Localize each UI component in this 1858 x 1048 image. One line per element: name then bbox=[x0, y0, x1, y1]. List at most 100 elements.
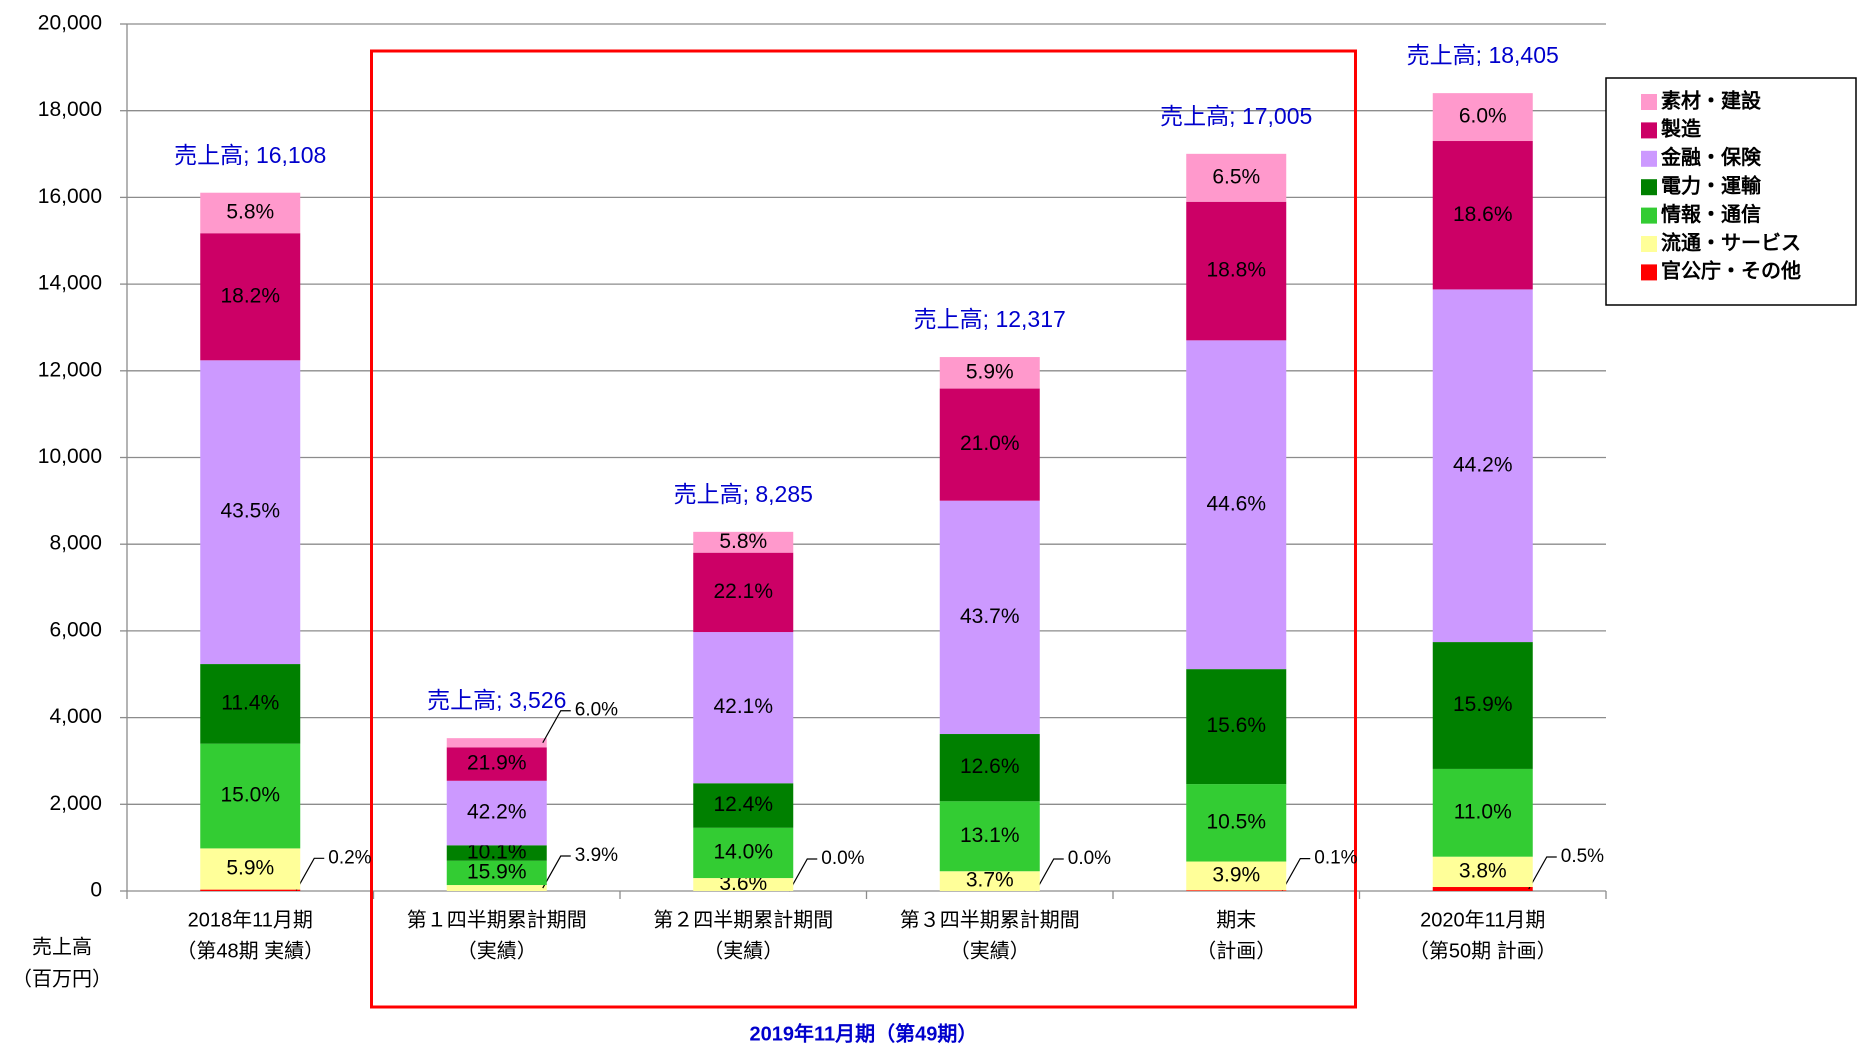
total-label: 売上高; 3,526 bbox=[427, 687, 566, 713]
bar-segment bbox=[693, 531, 794, 553]
bar-segment bbox=[1186, 153, 1287, 202]
data-label: 18.2% bbox=[220, 284, 280, 307]
data-label: 6.0% bbox=[575, 700, 618, 721]
callout-line bbox=[1035, 858, 1064, 892]
bar-segment bbox=[200, 848, 301, 890]
callout-line bbox=[788, 858, 818, 892]
legend-swatch bbox=[1641, 150, 1657, 167]
data-label: 3.9% bbox=[1212, 863, 1260, 886]
data-label: 11.4% bbox=[221, 691, 279, 714]
x-tick-label: 第３四半期累計期間 bbox=[900, 908, 1080, 931]
x-tick-label: （実績） bbox=[703, 939, 783, 962]
legend-swatch bbox=[1641, 94, 1657, 110]
bracket-box bbox=[370, 49, 1357, 1009]
legend-label: 製造 bbox=[1661, 117, 1702, 141]
data-label: 10.1% bbox=[467, 841, 527, 864]
y-tick-label: 2,000 bbox=[49, 792, 102, 815]
y-tick-label: 10,000 bbox=[38, 445, 102, 468]
bar-segment bbox=[1186, 784, 1287, 862]
data-label: 13.1% bbox=[960, 824, 1020, 847]
callout-line bbox=[542, 855, 571, 889]
bar-segment bbox=[1186, 340, 1287, 670]
y-tick-label: 8,000 bbox=[49, 532, 102, 555]
data-label: 15.0% bbox=[220, 784, 280, 807]
data-label: 43.7% bbox=[960, 605, 1020, 628]
legend-label: 情報・通信 bbox=[1661, 202, 1761, 226]
y-tick-label: 16,000 bbox=[38, 185, 102, 208]
total-label: 売上高; 18,405 bbox=[1407, 42, 1559, 68]
y-tick-label: 0 bbox=[90, 879, 102, 902]
bar-segment bbox=[693, 878, 794, 891]
bar-segment bbox=[1432, 887, 1533, 891]
bar-segment bbox=[446, 885, 547, 891]
bar-segment bbox=[200, 192, 301, 234]
bar-segment bbox=[200, 360, 301, 665]
data-label: 21.9% bbox=[467, 752, 527, 775]
data-label: 0.1% bbox=[1314, 848, 1357, 869]
data-label: 0.2% bbox=[328, 847, 371, 868]
legend-label: 官公庁・その他 bbox=[1661, 259, 1801, 283]
bar-segment bbox=[446, 780, 547, 846]
legend-swatch bbox=[1641, 179, 1657, 196]
legend-swatch bbox=[1641, 236, 1657, 252]
bar-segment bbox=[1432, 856, 1533, 888]
bar-segment bbox=[939, 801, 1040, 872]
data-label: 5.9% bbox=[226, 857, 274, 880]
data-label: 15.6% bbox=[1206, 714, 1266, 737]
data-label: 0.5% bbox=[1561, 846, 1604, 867]
data-label: 43.5% bbox=[220, 500, 280, 523]
data-label: 0.0% bbox=[1068, 848, 1111, 869]
callout-line bbox=[1528, 856, 1557, 890]
legend-swatch bbox=[1641, 207, 1657, 224]
y-tick-label: 20,000 bbox=[38, 12, 102, 35]
legend-label: 流通・サービス bbox=[1661, 230, 1801, 254]
bar-segment bbox=[1432, 768, 1533, 857]
data-label: 10.5% bbox=[1206, 810, 1266, 833]
data-label: 5.9% bbox=[966, 360, 1014, 383]
data-label: 22.1% bbox=[713, 580, 773, 603]
data-label: 5.8% bbox=[719, 530, 767, 553]
x-tick-label: 第２四半期累計期間 bbox=[653, 908, 833, 931]
x-tick-label: 第１四半期累計期間 bbox=[407, 908, 587, 931]
bar-segment bbox=[693, 783, 794, 828]
x-tick-label: （実績） bbox=[950, 939, 1030, 962]
legend-label: 電力・運輸 bbox=[1661, 173, 1762, 197]
bar-segment bbox=[939, 871, 1040, 891]
bar-segment bbox=[693, 827, 794, 879]
data-label: 44.2% bbox=[1453, 453, 1513, 476]
bar-segment bbox=[1432, 289, 1533, 643]
y-axis-label: 売上高 bbox=[32, 935, 92, 958]
y-tick-label: 4,000 bbox=[49, 705, 102, 728]
bar-segment bbox=[693, 552, 794, 633]
data-label: 15.9% bbox=[1453, 693, 1513, 716]
bar-segment bbox=[200, 233, 301, 361]
data-label: 18.6% bbox=[1453, 203, 1513, 226]
y-tick-label: 12,000 bbox=[38, 358, 102, 381]
y-axis-label: （百万円） bbox=[12, 967, 112, 990]
bar-segment bbox=[1432, 141, 1533, 290]
total-label: 売上高; 17,005 bbox=[1160, 103, 1312, 129]
callout-line bbox=[1281, 858, 1311, 891]
data-label: 42.1% bbox=[713, 695, 773, 718]
bar-segment bbox=[939, 500, 1040, 735]
total-label: 売上高; 16,108 bbox=[174, 142, 326, 168]
data-label: 3.7% bbox=[966, 869, 1014, 892]
data-label: 5.8% bbox=[226, 201, 274, 224]
y-tick-label: 18,000 bbox=[38, 98, 102, 121]
data-label: 15.9% bbox=[467, 860, 527, 883]
x-tick-label: 2020年11月期 bbox=[1420, 908, 1545, 931]
total-label: 売上高; 8,285 bbox=[674, 481, 813, 507]
y-tick-label: 6,000 bbox=[49, 618, 102, 641]
bar-segment bbox=[1186, 861, 1287, 891]
bar-segment bbox=[200, 889, 301, 891]
bar-segment bbox=[1186, 669, 1287, 785]
x-tick-label: 2018年11月期 bbox=[188, 908, 313, 931]
data-label: 18.8% bbox=[1206, 259, 1266, 282]
data-label: 14.0% bbox=[713, 840, 773, 863]
legend-label: 金融・保険 bbox=[1660, 145, 1762, 169]
bar-segment bbox=[693, 632, 794, 784]
data-label: 42.2% bbox=[467, 801, 527, 824]
x-tick-label: （第50期 計画） bbox=[1409, 939, 1557, 962]
